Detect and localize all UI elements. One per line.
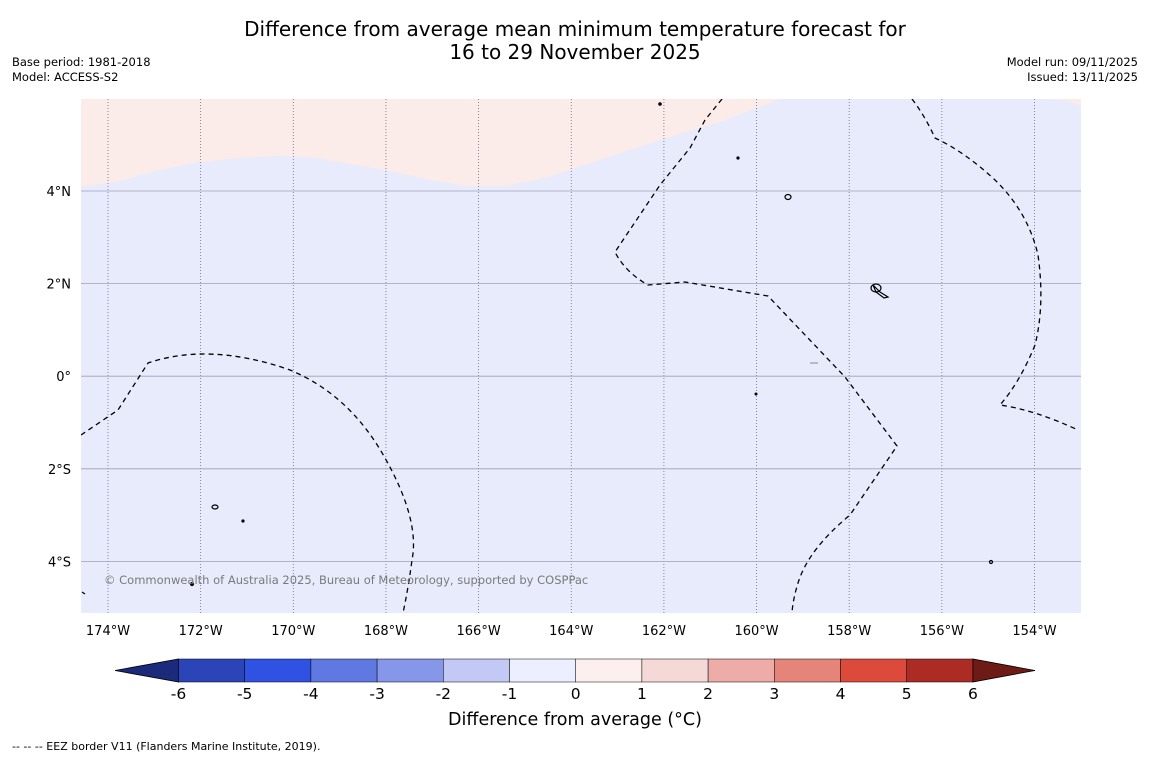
longitude-label: 166°W [457,624,501,639]
colorbar-segment [707,658,775,683]
meta-left: Base period: 1981-2018 Model: ACCESS-S2 [12,55,151,85]
island-teraina [784,193,792,201]
longitude-labels: 174°W 172°W 170°W 168°W 166°W 164°W 162°W 160°W… [86,624,1057,639]
graticule [81,99,1081,613]
colorbar-extend-high [972,658,1036,683]
eez-borders [81,99,1079,613]
colorbar-tick-label: 4 [836,685,846,703]
colorbar-segment [509,658,576,683]
map-title: Difference from average mean minimum tem… [0,18,1150,64]
anomaly-fill-positive [81,99,780,187]
colorbar-tick-label: -2 [436,685,451,703]
colorbar-tick-labels: -6 -5 -4 -3 -2 -1 0 1 2 3 4 5 6 [171,685,978,703]
longitude-label: 162°W [642,624,686,639]
eez-border-central [614,99,898,613]
longitude-label: 174°W [86,624,130,639]
colorbar-extend-low [114,658,179,683]
colorbar-tick-label: 3 [769,685,779,703]
anomaly-fill-positive-east [1040,99,1081,106]
longitude-label: 160°W [734,624,778,639]
island-small-3 [754,392,758,396]
longitude-label: 154°W [1012,624,1056,639]
colorbar-segment [774,658,841,683]
longitude-label: 170°W [271,624,315,639]
colorbar-segment [178,658,245,683]
island-small-5 [988,559,994,565]
eez-footnote: -- -- -- EEZ border V11 (Flanders Marine… [12,740,321,753]
colorbar-segment [310,658,378,683]
model-run: Model run: 09/11/2025 [1006,55,1138,69]
eez-border-west [81,353,415,613]
island-kiritimati-lagoon [872,284,890,299]
colorbar-segment [244,658,312,683]
title-line-1: Difference from average mean minimum tem… [244,17,906,41]
colorbar-tick-label: 1 [637,685,647,703]
colorbar-segment [641,658,709,683]
base-period: Base period: 1981-2018 [12,55,151,69]
longitude-label: 168°W [364,624,408,639]
colorbar [114,658,1036,683]
longitude-label: 158°W [827,624,871,639]
model-name: Model: ACCESS-S2 [12,70,119,84]
colorbar-tick-label: 2 [703,685,713,703]
colorbar-tick-label: 5 [902,685,912,703]
island-small-1 [658,102,662,106]
colorbar-tick-label: 0 [571,685,581,703]
island-small-2 [736,156,740,160]
meta-right: Model run: 09/11/2025 Issued: 13/11/2025 [1007,55,1138,85]
map-area: © Commonwealth of Australia 2025, Bureau… [81,99,1081,613]
colorbar-tick-label: -1 [502,685,517,703]
latitude-labels: 4°N 2°N 0° 2°S 4°S [47,185,72,570]
colorbar-title: Difference from average (°C) [448,710,702,730]
copyright-notice: © Commonwealth of Australia 2025, Bureau… [104,573,588,587]
colorbar-segment [906,658,974,683]
longitude-label: 164°W [549,624,593,639]
island-howland [189,581,195,587]
longitude-label: 156°W [920,624,964,639]
island-small-4 [241,519,245,523]
colorbar-segment [443,658,510,683]
colorbar-segment [575,658,643,683]
colorbar-tick-label: -6 [171,685,186,703]
latitude-label: 2°S [48,463,71,478]
title-line-2: 16 to 29 November 2025 [449,40,701,64]
latitude-label: 0° [56,370,71,385]
colorbar-tick-label: -4 [303,685,318,703]
latitude-label: 2°N [47,278,72,293]
colorbar-tick-label: -3 [369,685,384,703]
eez-border-east [911,99,1079,431]
colorbar-tick-label: 6 [968,685,978,703]
colorbar-tick-label: -5 [237,685,252,703]
islands [81,102,994,595]
issued-date: Issued: 13/11/2025 [1027,70,1138,84]
longitude-label: 172°W [179,624,223,639]
latitude-label: 4°N [47,185,72,200]
island-small-6 [81,591,86,595]
colorbar-segment [376,658,444,683]
anomaly-fill-negative [81,99,1081,613]
latitude-label: 4°S [48,555,71,570]
island-baker [211,504,219,510]
colorbar-segment [840,658,907,683]
